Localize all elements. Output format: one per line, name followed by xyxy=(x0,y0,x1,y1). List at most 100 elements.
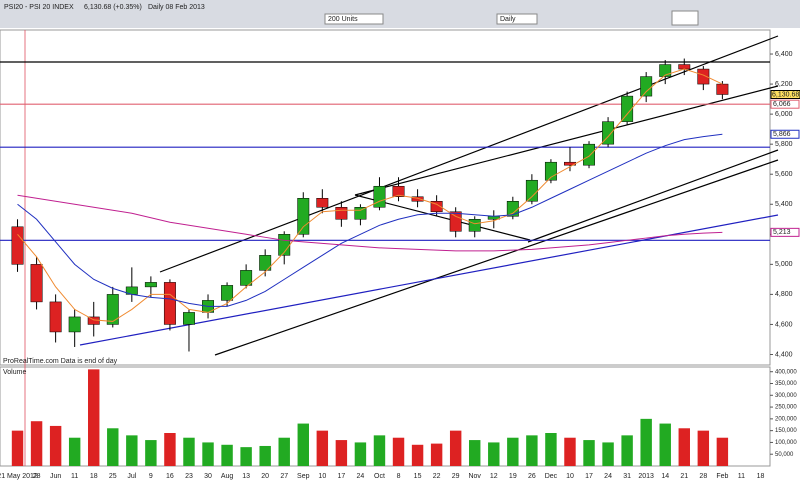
timeframe: Daily xyxy=(500,16,516,23)
candle-body xyxy=(697,68,710,85)
y-tick-label: 4,800 xyxy=(775,291,793,298)
period: Daily 08 Feb 2013 xyxy=(148,4,205,11)
level-label: 6,066 xyxy=(773,101,791,108)
x-tick-label: Oct xyxy=(374,473,385,480)
x-tick-label: 28 xyxy=(33,473,41,480)
x-tick-label: Jul xyxy=(127,473,136,480)
ma-label: 5,213 xyxy=(773,229,791,236)
v-tick-label: 350,000 xyxy=(775,381,797,387)
level-box xyxy=(770,99,800,109)
x-tick-label: 11 xyxy=(71,473,78,480)
volume-bar xyxy=(68,437,81,466)
candle-body xyxy=(544,161,557,181)
volume-bar xyxy=(297,423,309,466)
volume-bar xyxy=(88,369,100,466)
candle-body xyxy=(373,185,386,208)
v-tick-label: 250,000 xyxy=(775,405,797,411)
x-tick-label: 2013 xyxy=(638,473,654,480)
x-tick-label: 10 xyxy=(318,473,326,480)
candle-body xyxy=(640,76,653,97)
last-price: 6,130.68 (+0.35%) xyxy=(84,4,142,11)
units-select[interactable] xyxy=(324,13,384,25)
x-tick-label: 17 xyxy=(337,473,345,480)
chart-icon[interactable] xyxy=(671,10,699,26)
x-tick-label: 20 xyxy=(261,473,269,480)
x-tick-label: 13 xyxy=(242,473,250,480)
ma-label: 5,866 xyxy=(773,131,791,138)
x-tick-label: 18 xyxy=(757,473,765,480)
x-tick-label: Jun xyxy=(50,473,61,480)
x-tick-label: 24 xyxy=(604,473,612,480)
x-tick-label: 31 xyxy=(623,473,631,480)
y-tick-label: 5,600 xyxy=(775,171,793,178)
volume-bar xyxy=(164,433,176,466)
x-tick-label: 28 xyxy=(699,473,707,480)
x-tick-label: 27 xyxy=(280,473,288,480)
volume-bar xyxy=(411,444,424,466)
x-tick-label: 10 xyxy=(566,473,574,480)
x-tick-label: 22 xyxy=(433,473,441,480)
units: 200 Units xyxy=(328,16,358,23)
y-tick-label: 6,400 xyxy=(775,51,793,58)
volume-bar xyxy=(659,423,671,466)
v-tick-label: 100,000 xyxy=(775,440,797,446)
x-tick-label: Aug xyxy=(221,473,234,480)
timeframe-select[interactable] xyxy=(496,13,538,25)
y-tick-label: 4,400 xyxy=(775,351,793,358)
candle-body xyxy=(716,83,729,95)
x-tick-label: Feb xyxy=(716,473,728,480)
candle-body xyxy=(468,219,481,232)
volume-label: Volume xyxy=(3,369,26,376)
y-tick-label: 5,800 xyxy=(775,141,793,148)
candle-body xyxy=(259,255,272,271)
moving-average xyxy=(17,133,723,307)
candle-body xyxy=(411,196,424,202)
candle-body xyxy=(30,264,43,303)
v-tick-label: 150,000 xyxy=(775,428,797,434)
y-tick-label: 6,000 xyxy=(775,111,793,118)
candle-body xyxy=(144,282,157,288)
candle-body xyxy=(354,207,367,220)
candle-body xyxy=(163,282,176,325)
ma-box xyxy=(770,129,800,139)
x-tick-label: 17 xyxy=(585,473,593,480)
volume-bar xyxy=(583,440,595,466)
moving-average xyxy=(17,68,723,322)
volume-bar xyxy=(449,430,462,466)
volume-bar xyxy=(430,443,443,466)
volume-bar xyxy=(221,444,233,466)
candle-body xyxy=(678,64,691,70)
close-box xyxy=(770,89,800,99)
x-tick-label: 25 xyxy=(109,473,117,480)
candle-body xyxy=(659,64,672,77)
volume-bar xyxy=(640,418,652,466)
x-tick-label: 16 xyxy=(166,473,174,480)
ma-box xyxy=(770,227,800,237)
y-tick-label: 5,000 xyxy=(775,261,793,268)
candle-body xyxy=(506,201,519,217)
volume-bar xyxy=(145,440,157,466)
volume-bar xyxy=(602,442,614,466)
volume-bar xyxy=(488,442,500,466)
x-tick-label: 15 xyxy=(414,473,422,480)
instrument: PSI20 - PSI 20 INDEX xyxy=(4,4,74,11)
volume-bar xyxy=(240,447,252,466)
volume-bar xyxy=(183,437,195,466)
candle-body xyxy=(49,301,62,333)
volume-bar xyxy=(49,425,62,466)
x-tick-label: 8 xyxy=(397,473,401,480)
x-tick-label: 26 xyxy=(528,473,536,480)
x-tick-label: 19 xyxy=(509,473,517,480)
v-tick-label: 50,000 xyxy=(775,452,794,458)
volume-bar xyxy=(278,437,290,466)
candle-body xyxy=(221,285,234,301)
volume-bar xyxy=(30,421,43,466)
candle-body xyxy=(183,312,195,325)
x-tick-label: 23 xyxy=(185,473,193,480)
toolbar xyxy=(0,0,800,28)
volume-bar xyxy=(373,435,386,466)
x-tick-label: 21 xyxy=(680,473,688,480)
x-tick-label: 18 xyxy=(90,473,98,480)
x-tick-label: 29 xyxy=(452,473,460,480)
